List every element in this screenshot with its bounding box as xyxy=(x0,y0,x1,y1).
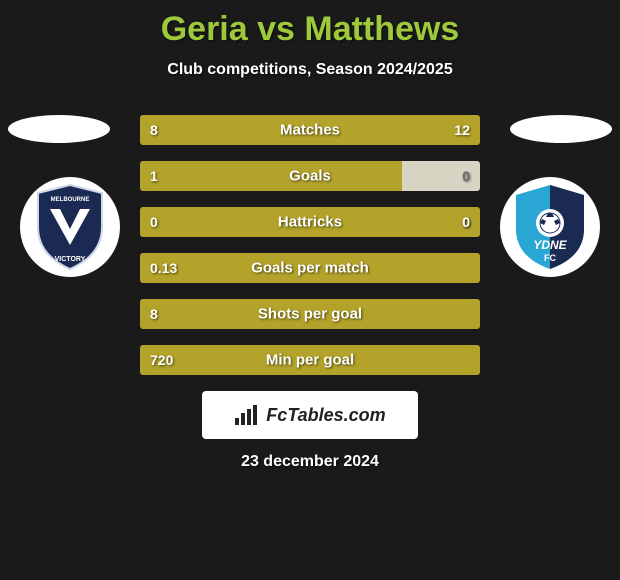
stat-value-left: 8 xyxy=(150,122,158,138)
page-subtitle: Club competitions, Season 2024/2025 xyxy=(0,61,620,79)
svg-text:FC: FC xyxy=(544,253,556,263)
sydney-fc-icon: YDNE FC xyxy=(512,183,588,271)
date-label: 23 december 2024 xyxy=(0,453,620,471)
stat-value-right: 0 xyxy=(462,214,470,230)
bar-left-segment xyxy=(140,115,276,145)
stat-row: Min per goal720 xyxy=(140,345,480,375)
stat-value-left: 0.13 xyxy=(150,260,177,276)
bar-left-segment xyxy=(140,161,402,191)
melbourne-victory-icon: MELBOURNE VICTORY xyxy=(32,183,108,271)
bar-left-segment xyxy=(140,345,480,375)
club-badge-left: MELBOURNE VICTORY xyxy=(20,177,120,277)
brand-badge: FcTables.com xyxy=(202,391,418,439)
bar-left-segment xyxy=(140,253,480,283)
svg-text:MELBOURNE: MELBOURNE xyxy=(51,197,90,203)
stat-value-left: 8 xyxy=(150,306,158,322)
stat-row: Hattricks000 xyxy=(140,207,480,237)
page-title: Geria vs Matthews xyxy=(0,0,620,49)
player-photo-left xyxy=(8,115,110,143)
stat-value-left: 1 xyxy=(150,168,158,184)
stat-row: Matches812 xyxy=(140,115,480,145)
bar-left-segment xyxy=(140,299,480,329)
stat-bars: Matches812Goals10Hattricks000Goals per m… xyxy=(140,115,480,375)
stat-value-left: 720 xyxy=(150,352,173,368)
brand-text: FcTables.com xyxy=(266,405,385,426)
stat-value-right: 0 xyxy=(462,168,470,184)
stat-value-left: 0 xyxy=(150,214,158,230)
svg-text:YDNE: YDNE xyxy=(533,238,567,252)
bar-left-segment xyxy=(140,207,480,237)
svg-text:VICTORY: VICTORY xyxy=(55,256,86,263)
stat-row: Shots per goal8 xyxy=(140,299,480,329)
player-photo-right xyxy=(510,115,612,143)
bar-chart-icon xyxy=(234,404,260,426)
stat-row: Goals10 xyxy=(140,161,480,191)
stat-row: Goals per match0.13 xyxy=(140,253,480,283)
bar-right-segment xyxy=(276,115,480,145)
comparison-area: MELBOURNE VICTORY YDNE FC Matches812Goal… xyxy=(0,115,620,375)
club-badge-right: YDNE FC xyxy=(500,177,600,277)
stat-value-right: 12 xyxy=(454,122,470,138)
